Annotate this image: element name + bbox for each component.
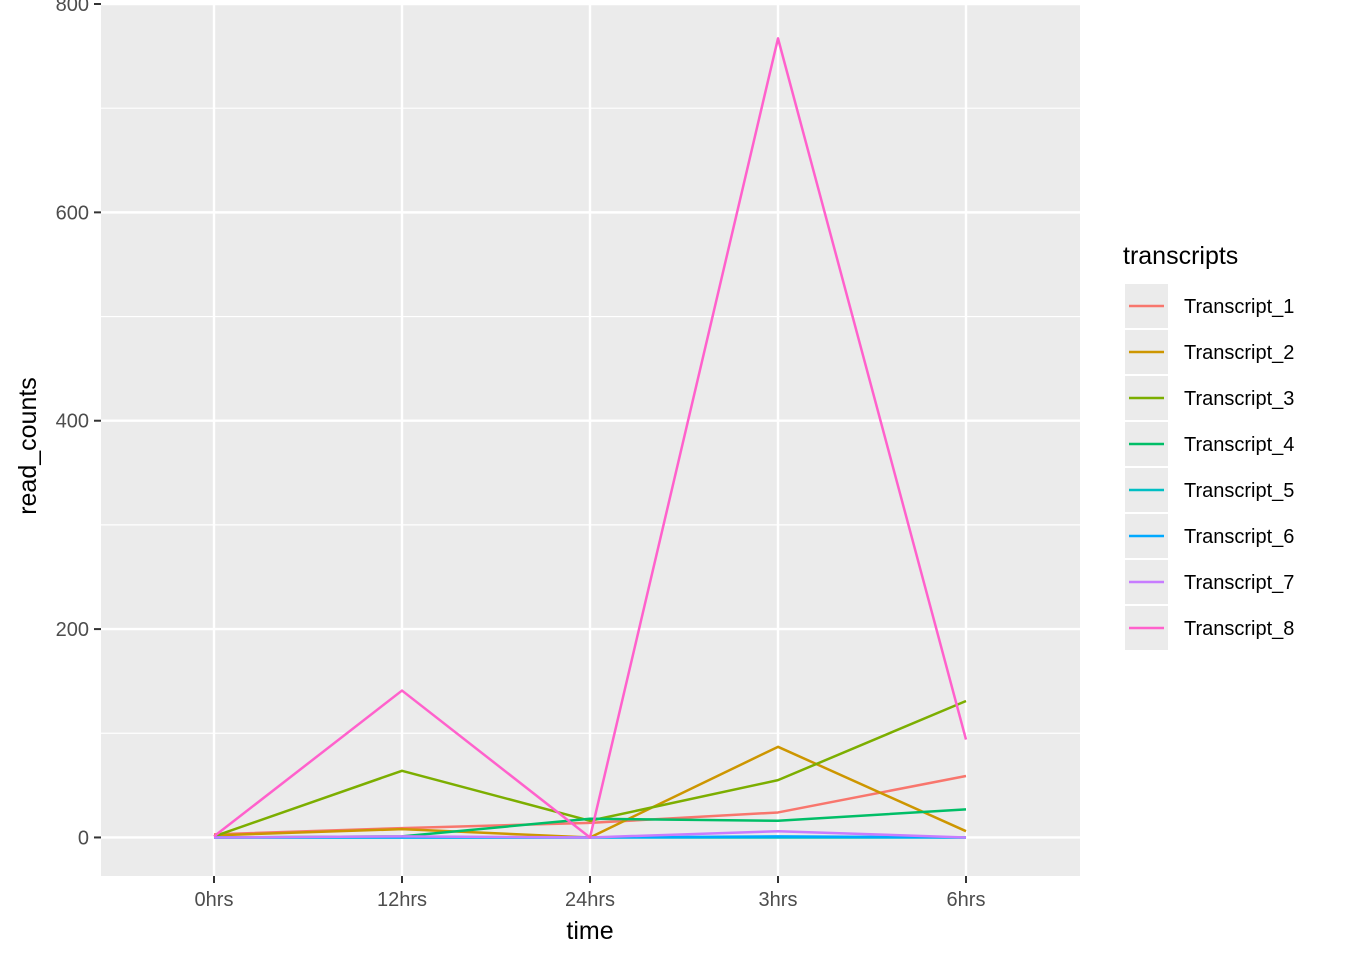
legend-entry-label: Transcript_5 xyxy=(1184,480,1294,502)
y-tick-label: 800 xyxy=(56,0,89,16)
major-gridlines xyxy=(101,2,1080,876)
y-axis-title: read_counts xyxy=(14,377,42,515)
x-tick-label: 3hrs xyxy=(759,889,798,911)
x-tick-label: 6hrs xyxy=(947,889,986,911)
legend: transcripts Transcript_1 Transcript_2 Tran… xyxy=(1123,242,1294,650)
series-line-transcript-3 xyxy=(213,699,967,838)
x-axis-title: time xyxy=(566,917,613,945)
legend-entry-label: Transcript_7 xyxy=(1184,572,1294,594)
x-tick-label: 24hrs xyxy=(565,889,615,911)
legend-entry-label: Transcript_2 xyxy=(1184,342,1294,364)
y-axis: 0 200 400 600 800 xyxy=(56,0,101,849)
y-tick-label: 200 xyxy=(56,619,89,641)
legend-entry-label: Transcript_1 xyxy=(1184,296,1294,318)
legend-entry-label: Transcript_6 xyxy=(1184,526,1294,548)
series-line-transcript-8 xyxy=(213,37,968,839)
y-tick-label: 0 xyxy=(78,827,89,849)
legend-title: transcripts xyxy=(1123,242,1238,270)
legend-entry-label: Transcript_8 xyxy=(1184,618,1294,640)
y-tick-label: 400 xyxy=(56,411,89,433)
legend-entry-label: Transcript_4 xyxy=(1184,434,1294,456)
series-lines xyxy=(213,37,968,839)
x-axis: 0hrs 12hrs 24hrs 3hrs 6hrs xyxy=(195,876,986,911)
legend-entry-label: Transcript_3 xyxy=(1184,388,1294,410)
x-tick-label: 0hrs xyxy=(195,889,234,911)
x-tick-label: 12hrs xyxy=(377,889,427,911)
y-tick-label: 600 xyxy=(56,202,89,224)
